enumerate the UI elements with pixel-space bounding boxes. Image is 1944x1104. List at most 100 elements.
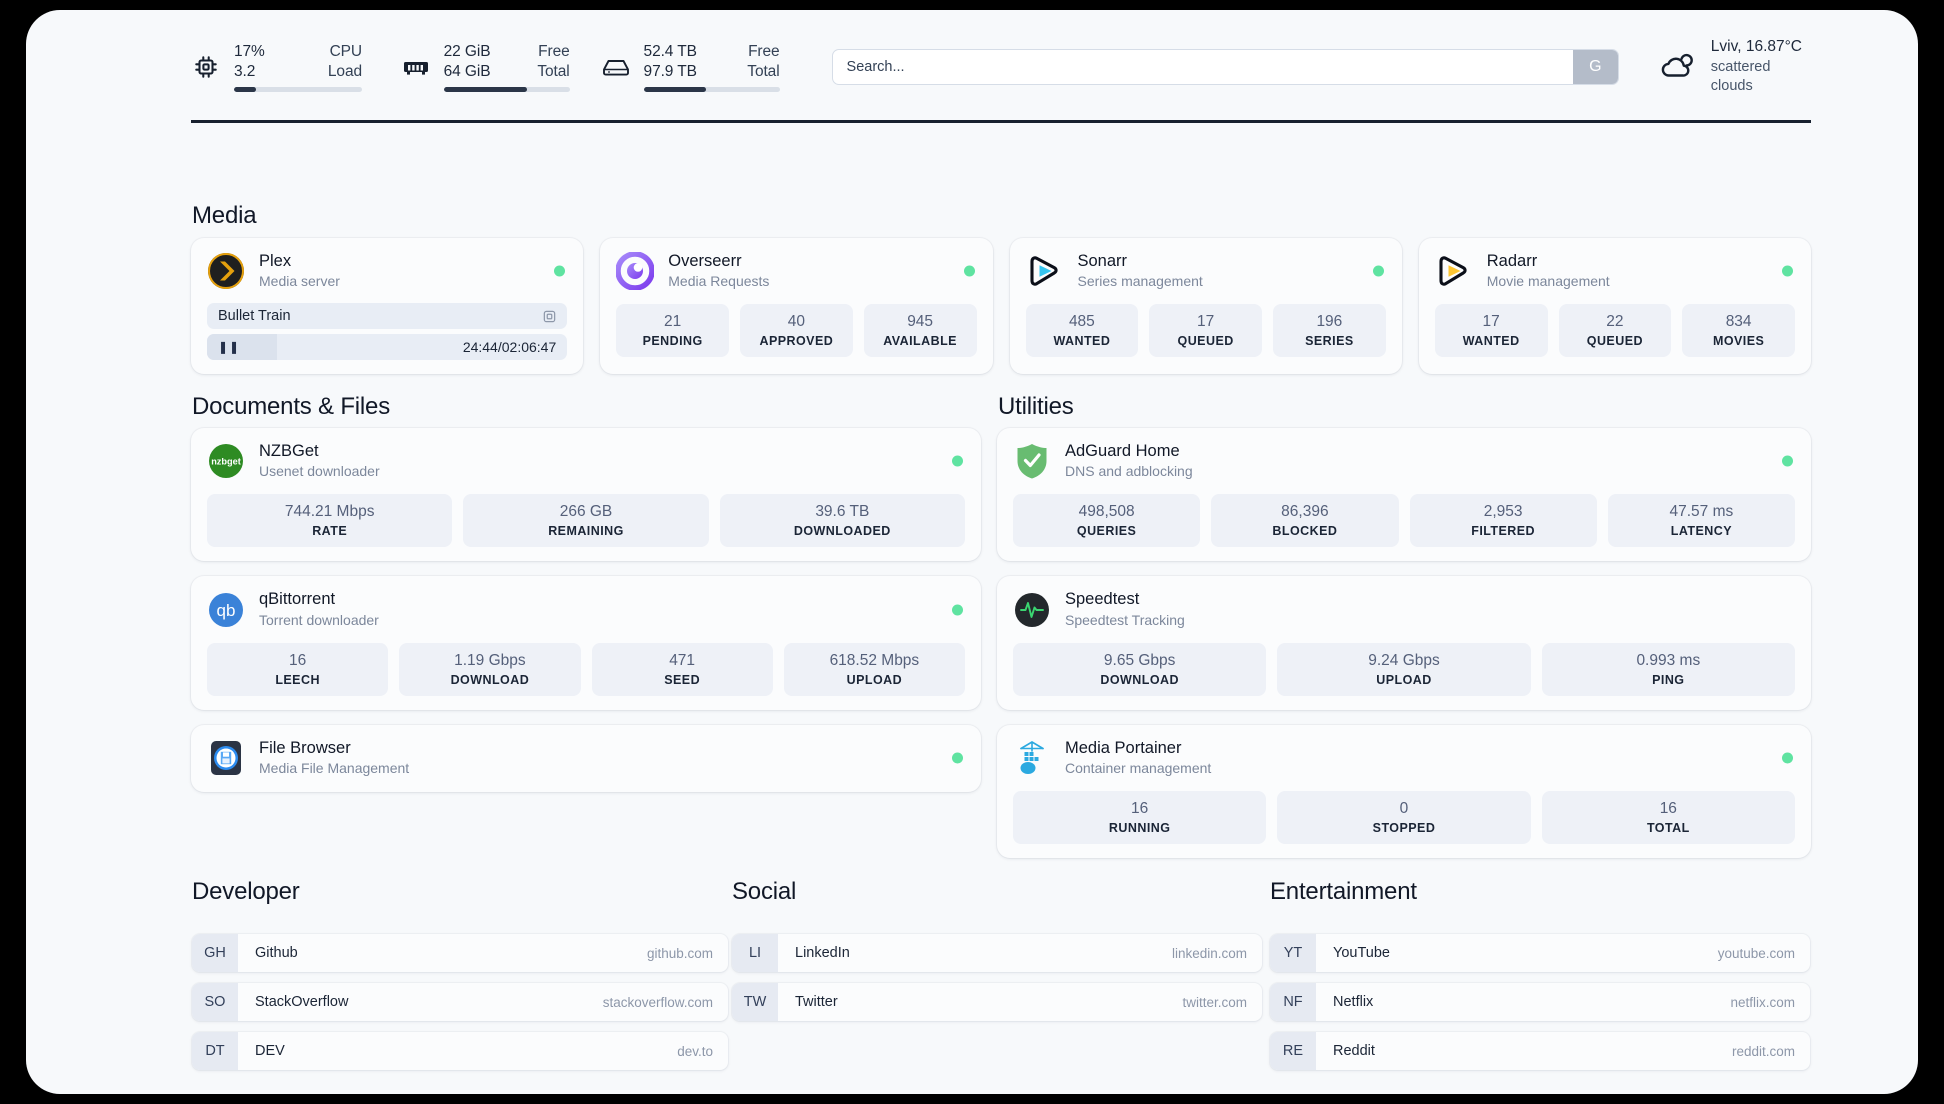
stat-label: RUNNING [1108, 821, 1171, 836]
documents-cards-column: nzbget NZBGet Usenet downloader 744.21 M… [191, 428, 981, 793]
status-badge [1782, 265, 1793, 277]
bookmark-abbr: RE [1270, 1032, 1316, 1070]
pause-icon[interactable]: ❚❚ [218, 340, 241, 355]
playback-elapsed: 24:44 [462, 339, 498, 356]
card-header: AdGuard Home DNS and adblocking [1013, 441, 1795, 481]
service-name: Media Portainer [1065, 738, 1182, 757]
bookmark-url: linkedin.com [1171, 945, 1247, 961]
service-card-speedtest[interactable]: Speedtest Speedtest Tracking 9.65 Gbps D… [997, 576, 1811, 710]
header-stat-cpu: 17% 3.2 CPU Load [191, 42, 362, 93]
bookmark-item-dev[interactable]: DT DEV dev.to [192, 1032, 728, 1070]
plex-icon [207, 252, 245, 290]
card-header: Media Portainer Container management [1013, 738, 1795, 778]
header-stat-storage: 52.4 TB 97.9 TB Free Total [601, 42, 780, 93]
service-card-file-browser[interactable]: File Browser Media File Management [191, 724, 981, 793]
memory-labels: Free Total [537, 42, 569, 82]
stat-pill: 266 GB REMAINING [463, 494, 709, 548]
search-input[interactable] [832, 50, 1573, 84]
stat-pill: 40 APPROVED [740, 304, 853, 358]
stat-label: FILTERED [1471, 524, 1536, 539]
portainer-icon [1013, 739, 1051, 777]
service-stats-row: 498,508 QUERIES 86,396 BLOCKED 2,953 FIL… [1013, 494, 1795, 548]
storage-usage-bar [643, 87, 780, 93]
service-card-qbittorrent[interactable]: qb qBittorrent Torrent downloader 16 LEE… [191, 576, 981, 710]
bookmark-item-twitter[interactable]: TW Twitter twitter.com [732, 983, 1262, 1021]
bookmark-name: StackOverflow [255, 994, 349, 1010]
stat-value: 834 [1725, 313, 1752, 331]
weather-description: scattered clouds [1710, 58, 1771, 95]
playback-time: 24:44/02:06:47 [463, 339, 556, 355]
service-card-adguard-home[interactable]: AdGuard Home DNS and adblocking 498,508 … [997, 428, 1811, 562]
service-name: Overseerr [668, 252, 742, 270]
card-title-group: Plex Media server [259, 251, 340, 291]
memory-label-bottom: Total [537, 62, 570, 80]
search-bar[interactable]: G [831, 49, 1619, 85]
stat-label: PING [1652, 672, 1685, 687]
bookmark-name: Github [255, 945, 298, 961]
service-card-overseerr[interactable]: Overseerr Media Requests 21 PENDING 40 A… [600, 238, 993, 375]
service-card-nzbget[interactable]: nzbget NZBGet Usenet downloader 744.21 M… [191, 428, 981, 562]
section-title-utilities: Utilities [998, 393, 1074, 420]
stat-value: 39.6 TB [815, 503, 870, 521]
service-stats-row: 9.65 Gbps DOWNLOAD 9.24 Gbps UPLOAD 0.99… [1013, 642, 1795, 696]
bookmark-name: DEV [255, 1043, 285, 1059]
playback-progress-bar[interactable]: ❚❚ 24:44/02:06:47 [207, 334, 568, 361]
service-card-radarr[interactable]: Radarr Movie management 17 WANTED 22 QUE… [1418, 238, 1811, 375]
stat-value: 9.65 Gbps [1103, 651, 1176, 669]
stat-value: 471 [669, 651, 696, 669]
service-name: qBittorrent [259, 590, 336, 609]
stat-label: PENDING [642, 334, 703, 349]
stat-value: 17 [1197, 313, 1215, 331]
bookmark-abbr: TW [732, 983, 778, 1021]
stat-label: UPLOAD [846, 672, 903, 687]
bookmark-name: Reddit [1333, 1043, 1375, 1059]
card-title-group: qBittorrent Torrent downloader [259, 589, 379, 629]
service-card-plex[interactable]: Plex Media server Bullet Train ❚❚ [191, 238, 584, 375]
stat-label: DOWNLOADED [793, 524, 891, 539]
card-header: Sonarr Series management [1026, 251, 1386, 291]
weather-widget: Lviv, 16.87°C scattered clouds [1659, 37, 1811, 97]
stat-pill: 47.57 ms LATENCY [1607, 494, 1795, 548]
card-title-group: Radarr Movie management [1487, 251, 1610, 291]
bookmark-abbr: GH [192, 934, 238, 972]
stat-value: 266 GB [559, 503, 613, 521]
service-stats-row: 16 RUNNING 0 STOPPED 16 TOTAL [1013, 791, 1795, 845]
bookmark-group-social: Social LI LinkedIn linkedin.com TW Twitt… [732, 878, 1262, 1021]
stat-value: 2,953 [1483, 503, 1523, 521]
stat-value: 0.993 ms [1636, 651, 1701, 669]
service-name: AdGuard Home [1065, 442, 1180, 460]
bookmark-group-title: Entertainment [1270, 878, 1417, 905]
stat-label: SEED [664, 672, 701, 687]
google-icon[interactable]: G [1572, 50, 1618, 84]
cpu-label-top: CPU [329, 42, 363, 60]
bookmark-item-youtube[interactable]: YT YouTube youtube.com [1270, 934, 1810, 972]
bookmark-url: github.com [646, 945, 713, 961]
bookmark-item-linkedin[interactable]: LI LinkedIn linkedin.com [732, 934, 1262, 972]
stat-value: 17 [1482, 313, 1500, 331]
service-card-sonarr[interactable]: Sonarr Series management 485 WANTED 17 Q… [1009, 238, 1402, 375]
status-badge [952, 604, 963, 616]
cpu-values: 17% 3.2 [234, 42, 265, 82]
stat-label: REMAINING [548, 524, 624, 539]
playback-separator: / [497, 339, 502, 356]
service-card-media-portainer[interactable]: Media Portainer Container management 16 … [997, 724, 1811, 859]
cpu-value-bottom: 3.2 [234, 62, 256, 80]
utilities-cards-column: AdGuard Home DNS and adblocking 498,508 … [997, 428, 1811, 859]
stat-pill: 945 AVAILABLE [863, 304, 977, 358]
dashboard-page: 17% 3.2 CPU Load [26, 10, 1918, 1094]
bookmark-item-netflix[interactable]: NF Netflix netflix.com [1270, 983, 1810, 1021]
bookmark-item-stackoverflow[interactable]: SO StackOverflow stackoverflow.com [192, 983, 728, 1021]
stat-label: LEECH [275, 672, 320, 687]
card-title-group: Overseerr Media Requests [668, 251, 769, 291]
bookmark-item-reddit[interactable]: RE Reddit reddit.com [1270, 1032, 1810, 1070]
card-title-group: NZBGet Usenet downloader [259, 441, 380, 481]
filebrowser-icon [207, 739, 245, 777]
service-stats-row: 485 WANTED 17 QUEUED 196 SERIES [1025, 304, 1386, 358]
card-header: File Browser Media File Management [207, 738, 965, 778]
bookmark-item-github[interactable]: GH Github github.com [192, 934, 728, 972]
service-name: File Browser [259, 738, 351, 757]
stat-pill: 485 WANTED [1025, 304, 1139, 358]
device-icon [542, 309, 557, 324]
stat-value: 21 [664, 313, 682, 331]
stat-pill: 0.993 ms PING [1541, 642, 1795, 696]
